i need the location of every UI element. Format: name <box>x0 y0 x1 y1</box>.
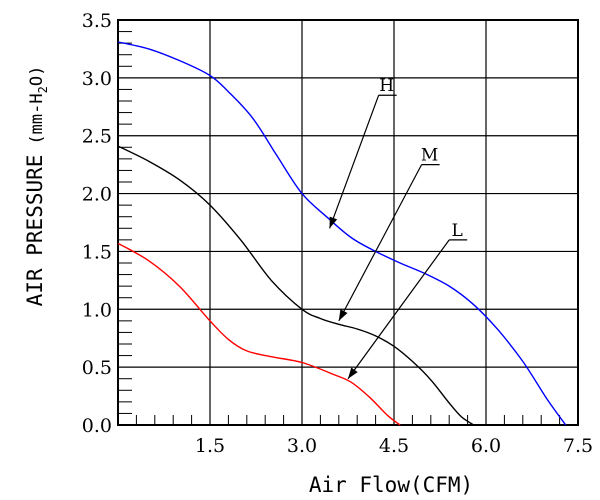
y-axis-title: AIR PRESSURE (mm-H2O) <box>23 66 50 307</box>
y-axis-title-subscript: 2 <box>36 86 50 93</box>
y-tick-label: 0.5 <box>82 357 112 379</box>
x-tick-label: 1.5 <box>195 435 225 457</box>
series-line-m <box>117 145 475 426</box>
series-line-l <box>117 242 401 426</box>
series-label-h: H <box>379 76 394 96</box>
series-label-m: M <box>421 146 438 166</box>
y-axis-title-end: O) <box>27 66 47 86</box>
y-tick-label: 0.0 <box>82 415 112 437</box>
y-tick-labels: 0.0 0.5 1.0 1.5 2.0 2.5 3.0 3.5 <box>82 10 112 437</box>
series-lines <box>117 41 567 426</box>
minor-ticks <box>117 31 579 425</box>
grid-lines <box>118 20 578 425</box>
x-tick-label: 4.5 <box>379 435 409 457</box>
x-tick-label: 3.0 <box>287 435 317 457</box>
x-tick-labels: 1.5 3.0 4.5 6.0 7.5 <box>195 435 593 457</box>
x-axis-title: Air Flow(CFM) <box>309 473 473 497</box>
y-tick-label: 1.5 <box>82 241 112 263</box>
y-tick-label: 3.0 <box>82 68 112 90</box>
x-tick-label: 7.5 <box>563 435 593 457</box>
callout-leader-h <box>329 95 380 229</box>
y-tick-label: 2.5 <box>82 126 112 148</box>
callout-leader-m <box>338 164 423 322</box>
series-label-l: L <box>452 221 463 241</box>
series-callouts: H M L <box>329 76 468 380</box>
y-tick-label: 2.0 <box>82 184 112 206</box>
plot-frame <box>117 19 579 426</box>
y-axis-title-unit: (mm-H <box>27 93 47 144</box>
x-tick-label: 6.0 <box>471 435 501 457</box>
series-line-h <box>117 41 567 426</box>
callout-arrowhead-m <box>338 309 348 321</box>
y-tick-label: 1.0 <box>82 299 112 321</box>
y-tick-label: 3.5 <box>82 10 112 32</box>
callout-leader-l <box>347 239 450 380</box>
callout-arrowhead-l <box>348 367 358 379</box>
y-axis-title-main: AIR PRESSURE <box>23 155 47 307</box>
callout-arrowhead-h <box>329 216 338 229</box>
